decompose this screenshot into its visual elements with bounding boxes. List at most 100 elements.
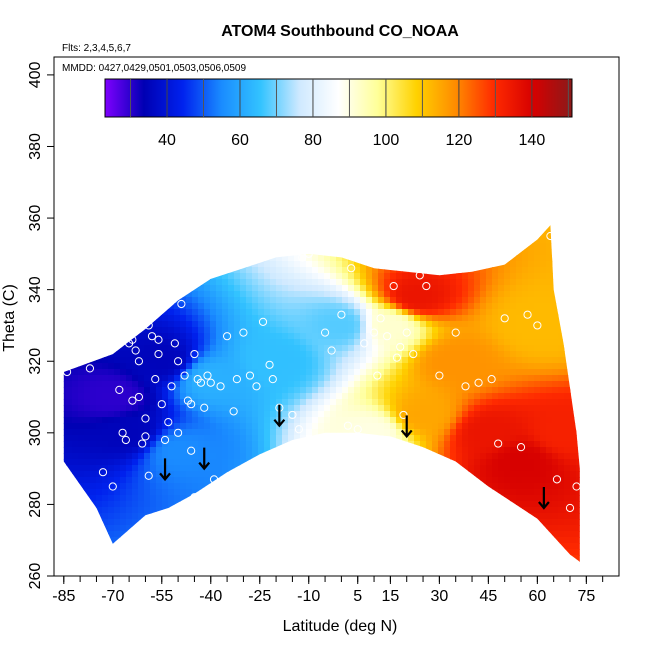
heatmap-cell bbox=[276, 267, 283, 274]
heatmap-cell bbox=[132, 345, 139, 352]
heatmap-cell bbox=[414, 201, 421, 208]
heatmap-cell bbox=[570, 195, 577, 202]
heatmap-cell bbox=[546, 243, 553, 250]
heatmap-cell bbox=[318, 159, 325, 166]
heatmap-cell bbox=[138, 357, 145, 364]
heatmap-cell bbox=[528, 195, 535, 202]
heatmap-cell bbox=[276, 357, 283, 364]
heatmap-cell bbox=[456, 249, 463, 256]
heatmap-cell bbox=[342, 153, 349, 160]
heatmap-cell bbox=[606, 273, 613, 280]
heatmap-cell bbox=[462, 153, 469, 160]
heatmap-cell bbox=[450, 225, 457, 226]
heatmap-cell bbox=[198, 267, 205, 274]
heatmap-cell bbox=[456, 63, 463, 70]
heatmap-cell bbox=[384, 357, 391, 364]
heatmap-cell bbox=[606, 171, 613, 178]
heatmap-cell bbox=[84, 111, 91, 118]
heatmap-cell bbox=[300, 345, 307, 352]
heatmap-cell bbox=[348, 135, 355, 142]
heatmap-cell bbox=[72, 339, 79, 346]
heatmap-cell bbox=[198, 345, 205, 352]
heatmap-cell bbox=[54, 285, 61, 292]
heatmap-cell bbox=[348, 267, 355, 274]
heatmap-cell bbox=[186, 345, 193, 352]
heatmap-cell bbox=[282, 69, 289, 76]
heatmap-cell bbox=[594, 273, 601, 280]
heatmap-cell bbox=[414, 291, 421, 298]
heatmap-cell bbox=[120, 321, 127, 328]
heatmap-cell bbox=[456, 345, 463, 352]
heatmap-cell bbox=[588, 189, 595, 196]
heatmap-cell bbox=[558, 117, 565, 124]
heatmap-cell bbox=[54, 147, 61, 154]
heatmap-cell bbox=[204, 207, 211, 214]
heatmap-cell bbox=[510, 309, 517, 316]
heatmap-cell bbox=[396, 261, 403, 268]
heatmap-cell bbox=[504, 297, 511, 304]
heatmap-cell bbox=[420, 279, 427, 286]
heatmap-cell bbox=[402, 213, 409, 220]
heatmap-cell bbox=[78, 93, 85, 100]
heatmap-cell bbox=[504, 345, 511, 352]
heatmap-cell bbox=[366, 171, 373, 178]
heatmap-cell bbox=[246, 57, 253, 64]
heatmap-cell bbox=[246, 333, 253, 340]
heatmap-cell bbox=[480, 333, 487, 340]
heatmap-cell bbox=[504, 333, 511, 340]
heatmap-cell bbox=[360, 369, 367, 376]
heatmap-cell bbox=[450, 279, 457, 286]
heatmap-cell bbox=[528, 57, 535, 64]
heatmap-cell bbox=[408, 117, 415, 124]
heatmap-cell bbox=[204, 237, 211, 244]
heatmap-cell bbox=[306, 63, 313, 70]
heatmap-cell bbox=[318, 255, 325, 262]
heatmap-cell bbox=[252, 285, 259, 292]
heatmap-cell bbox=[384, 231, 391, 238]
heatmap-cell bbox=[342, 267, 349, 274]
heatmap-cell bbox=[612, 135, 619, 142]
heatmap-cell bbox=[480, 327, 487, 334]
heatmap-cell bbox=[66, 159, 73, 166]
heatmap-cell bbox=[414, 243, 421, 250]
heatmap-cell bbox=[606, 207, 613, 214]
heatmap-cell bbox=[378, 237, 385, 244]
heatmap-cell bbox=[312, 285, 319, 292]
heatmap-cell bbox=[408, 267, 415, 274]
heatmap-cell bbox=[408, 303, 415, 310]
heatmap-cell bbox=[132, 261, 139, 268]
heatmap-cell bbox=[114, 363, 121, 370]
heatmap-cell bbox=[186, 225, 193, 226]
heatmap-cell bbox=[468, 201, 475, 208]
heatmap-cell bbox=[342, 177, 349, 184]
heatmap-cell bbox=[408, 357, 415, 364]
heatmap-cell bbox=[108, 201, 115, 208]
heatmap-cell bbox=[234, 177, 241, 184]
heatmap-cell bbox=[228, 123, 235, 130]
heatmap-cell bbox=[108, 363, 115, 370]
heatmap-cell bbox=[378, 171, 385, 178]
heatmap-cell bbox=[336, 147, 343, 154]
heatmap-cell bbox=[546, 195, 553, 202]
heatmap-cell bbox=[240, 195, 247, 202]
heatmap-cell bbox=[204, 195, 211, 202]
heatmap-cell bbox=[102, 213, 109, 220]
heatmap-cell bbox=[330, 279, 337, 286]
heatmap-cell bbox=[480, 261, 487, 268]
heatmap-cell bbox=[114, 153, 121, 160]
heatmap-cell bbox=[402, 237, 409, 244]
heatmap-cell bbox=[558, 225, 565, 232]
heatmap-cell bbox=[390, 165, 397, 172]
heatmap-cell bbox=[480, 207, 487, 214]
heatmap-cell bbox=[192, 237, 199, 244]
heatmap-cell bbox=[426, 213, 433, 220]
heatmap-cell bbox=[282, 309, 289, 316]
heatmap-cell bbox=[312, 369, 319, 376]
heatmap-cell bbox=[240, 207, 247, 214]
heatmap-cell bbox=[558, 69, 565, 76]
heatmap-cell bbox=[66, 261, 73, 268]
heatmap-cell bbox=[540, 333, 547, 340]
heatmap-cell bbox=[318, 189, 325, 196]
heatmap-cell bbox=[372, 327, 379, 334]
heatmap-cell bbox=[474, 291, 481, 298]
